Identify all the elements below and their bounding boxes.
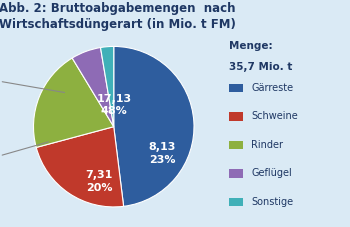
Text: Abb. 2: Bruttoabgabemengen  nach
Wirtschaftsdüngerart (in Mio. t FM): Abb. 2: Bruttoabgabemengen nach Wirtscha… [0,2,236,31]
Text: Schweine: Schweine [251,111,298,121]
Text: Menge:: Menge: [229,41,273,51]
Wedge shape [34,59,114,148]
Wedge shape [72,48,114,127]
Text: Geflügel: Geflügel [251,168,292,178]
Wedge shape [100,47,114,127]
Text: 17,13
48%: 17,13 48% [96,94,131,116]
Text: Gärreste: Gärreste [251,82,293,92]
Text: Rinder: Rinder [251,139,283,149]
Text: 8,13
23%: 8,13 23% [148,142,176,164]
Wedge shape [114,47,194,206]
Text: 2,15
6%: 2,15 6% [0,142,49,171]
Text: 35,7 Mio. t: 35,7 Mio. t [229,61,293,71]
Wedge shape [36,127,124,207]
Text: 7,31
20%: 7,31 20% [86,170,113,192]
Text: 0,94
3%: 0,94 3% [0,68,64,93]
Text: Sonstige: Sonstige [251,196,293,206]
